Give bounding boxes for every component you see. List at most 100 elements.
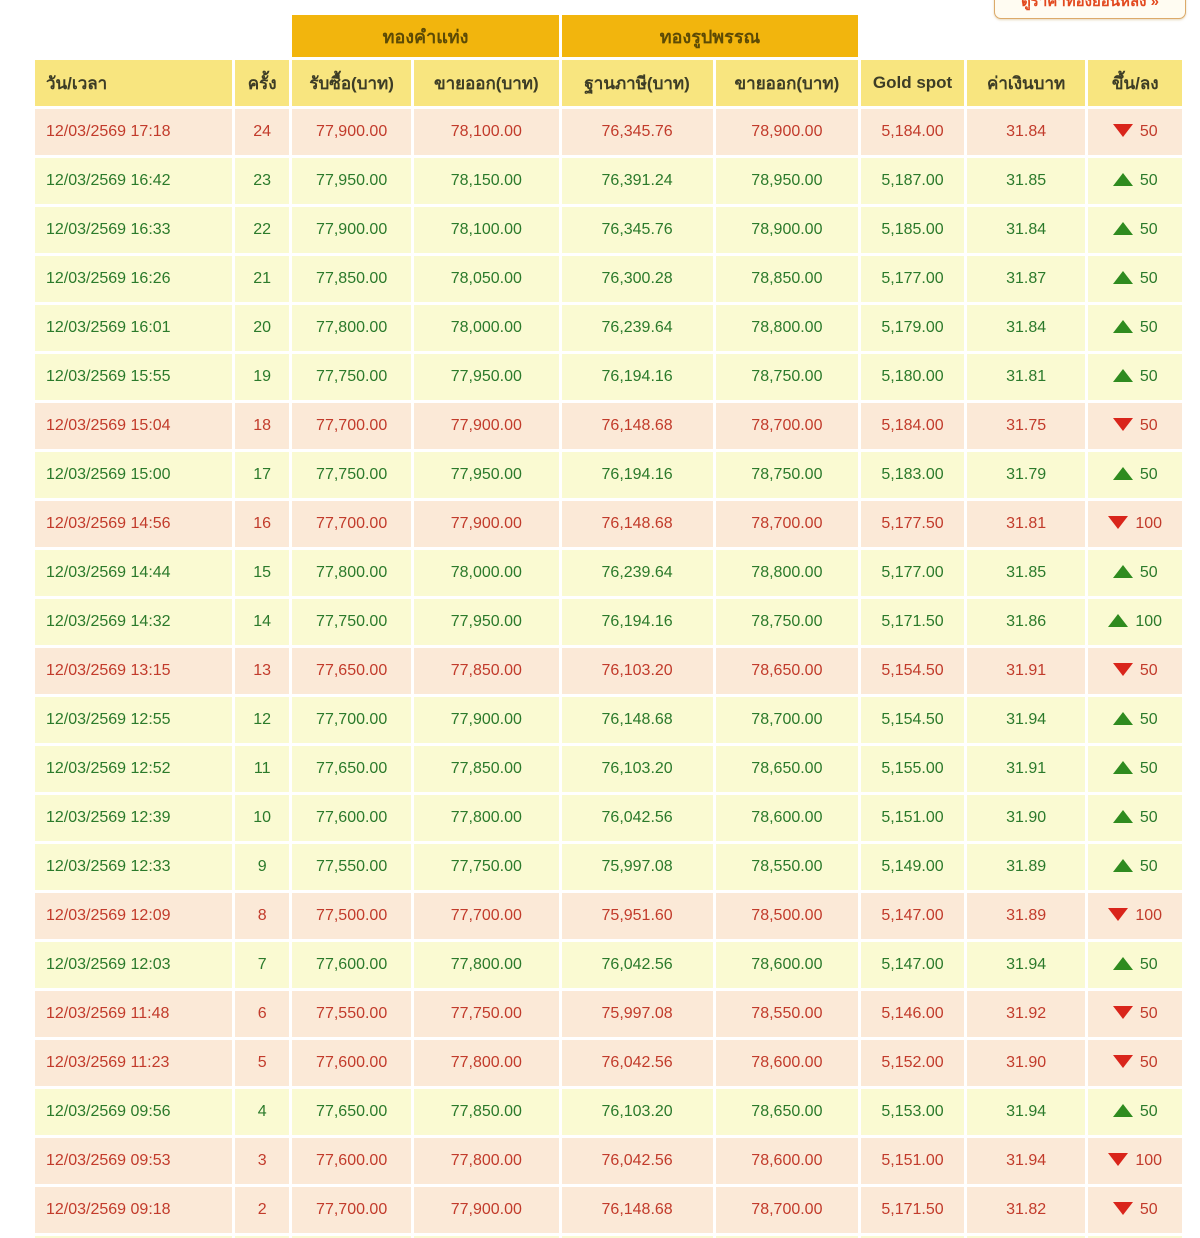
cell-round: 2 xyxy=(235,1187,290,1233)
cell-bar-buy: 77,700.00 xyxy=(292,403,411,449)
table-header: ทองคำแท่ง ทองรูปพรรณ วัน/เวลา ครั้ง รับซ… xyxy=(35,15,1182,106)
cell-gold-spot: 5,187.00 xyxy=(861,158,964,204)
up-arrow-icon xyxy=(1112,957,1133,971)
cell-orn-tax-base: 76,194.16 xyxy=(561,354,713,400)
cell-bar-sell: 77,850.00 xyxy=(413,1089,559,1135)
table-row: 12/03/2569 13:15 13 77,650.00 77,850.00 … xyxy=(35,648,1182,694)
down-arrow-icon xyxy=(1112,1202,1133,1216)
cell-datetime: 12/03/2569 15:55 xyxy=(35,354,233,400)
cell-datetime: 12/03/2569 15:00 xyxy=(35,452,233,498)
table-row: 12/03/2569 14:32 14 77,750.00 77,950.00 … xyxy=(35,599,1182,645)
gold-price-history-button[interactable]: ดูราคาทองย้อนหลัง » xyxy=(994,0,1186,19)
cell-datetime: 12/03/2569 11:48 xyxy=(35,991,233,1037)
cell-change: 50 xyxy=(1088,991,1182,1037)
cell-bar-sell: 77,900.00 xyxy=(413,1187,559,1233)
cell-bar-sell: 77,950.00 xyxy=(413,354,559,400)
group-header-spacer-left xyxy=(35,15,289,57)
cell-orn-sell: 78,600.00 xyxy=(715,942,859,988)
cell-bar-buy: 77,700.00 xyxy=(292,697,411,743)
cell-gold-spot: 5,179.00 xyxy=(861,305,964,351)
change-value: 50 xyxy=(1139,1102,1158,1120)
change-value: 100 xyxy=(1135,1151,1163,1169)
up-arrow-icon xyxy=(1112,1104,1133,1118)
cell-bar-sell: 78,150.00 xyxy=(413,158,559,204)
cell-bar-buy: 77,650.00 xyxy=(292,648,411,694)
cell-gold-spot: 5,152.00 xyxy=(861,1040,964,1086)
cell-datetime: 12/03/2569 17:18 xyxy=(35,109,233,155)
cell-orn-sell: 78,800.00 xyxy=(715,550,859,596)
cell-orn-sell: 78,700.00 xyxy=(715,1187,859,1233)
cell-baht-rate: 31.92 xyxy=(966,991,1086,1037)
cell-bar-sell: 78,000.00 xyxy=(413,305,559,351)
cell-bar-buy: 77,500.00 xyxy=(292,893,411,939)
cell-orn-sell: 78,750.00 xyxy=(715,354,859,400)
cell-orn-tax-base: 76,042.56 xyxy=(561,795,713,841)
cell-orn-tax-base: 76,239.64 xyxy=(561,550,713,596)
cell-gold-spot: 5,177.00 xyxy=(861,256,964,302)
cell-datetime: 12/03/2569 11:23 xyxy=(35,1040,233,1086)
gold-price-table: ทองคำแท่ง ทองรูปพรรณ วัน/เวลา ครั้ง รับซ… xyxy=(32,12,1185,1238)
cell-datetime: 12/03/2569 14:44 xyxy=(35,550,233,596)
cell-round: 20 xyxy=(235,305,290,351)
cell-orn-sell: 78,750.00 xyxy=(715,599,859,645)
cell-bar-sell: 77,750.00 xyxy=(413,991,559,1037)
cell-round: 24 xyxy=(235,109,290,155)
cell-round: 5 xyxy=(235,1040,290,1086)
cell-datetime: 12/03/2569 15:04 xyxy=(35,403,233,449)
cell-orn-tax-base: 76,042.56 xyxy=(561,942,713,988)
cell-bar-buy: 77,600.00 xyxy=(292,795,411,841)
table-row: 12/03/2569 15:55 19 77,750.00 77,950.00 … xyxy=(35,354,1182,400)
change-value: 100 xyxy=(1135,612,1163,630)
table-row: 12/03/2569 16:01 20 77,800.00 78,000.00 … xyxy=(35,305,1182,351)
change-value: 50 xyxy=(1139,367,1158,385)
group-header-gold-ornament: ทองรูปพรรณ xyxy=(561,15,859,57)
change-value: 50 xyxy=(1139,955,1158,973)
cell-round: 15 xyxy=(235,550,290,596)
cell-bar-sell: 77,800.00 xyxy=(413,942,559,988)
cell-bar-sell: 77,850.00 xyxy=(413,648,559,694)
up-arrow-icon xyxy=(1112,712,1133,726)
cell-datetime: 12/03/2569 12:52 xyxy=(35,746,233,792)
cell-gold-spot: 5,147.00 xyxy=(861,893,964,939)
cell-change: 50 xyxy=(1088,648,1182,694)
cell-round: 17 xyxy=(235,452,290,498)
group-header-spacer-right xyxy=(861,15,1182,57)
cell-gold-spot: 5,151.00 xyxy=(861,1138,964,1184)
down-arrow-icon xyxy=(1108,908,1129,922)
cell-datetime: 12/03/2569 12:55 xyxy=(35,697,233,743)
cell-baht-rate: 31.89 xyxy=(966,893,1086,939)
cell-orn-sell: 78,600.00 xyxy=(715,1040,859,1086)
table-row: 12/03/2569 14:56 16 77,700.00 77,900.00 … xyxy=(35,501,1182,547)
cell-baht-rate: 31.84 xyxy=(966,207,1086,253)
change-value: 50 xyxy=(1139,563,1158,581)
column-header-baht-rate: ค่าเงินบาท xyxy=(966,60,1086,106)
cell-bar-sell: 78,100.00 xyxy=(413,109,559,155)
cell-orn-tax-base: 76,103.20 xyxy=(561,648,713,694)
cell-round: 13 xyxy=(235,648,290,694)
cell-gold-spot: 5,174.00 xyxy=(861,1236,964,1238)
up-arrow-icon xyxy=(1112,320,1133,334)
cell-orn-sell: 78,550.00 xyxy=(715,991,859,1037)
cell-datetime: 12/03/2569 16:26 xyxy=(35,256,233,302)
cell-bar-sell: 77,750.00 xyxy=(413,844,559,890)
down-arrow-icon xyxy=(1108,516,1129,530)
column-header-orn-sell: ขายออก(บาท) xyxy=(715,60,859,106)
cell-baht-rate: 31.94 xyxy=(966,942,1086,988)
cell-orn-sell: 78,750.00 xyxy=(715,452,859,498)
cell-bar-buy: 77,750.00 xyxy=(292,599,411,645)
cell-orn-sell: 78,650.00 xyxy=(715,1089,859,1135)
table-row: 12/03/2569 15:04 18 77,700.00 77,900.00 … xyxy=(35,403,1182,449)
up-arrow-icon xyxy=(1112,222,1133,236)
cell-orn-sell: 78,650.00 xyxy=(715,648,859,694)
cell-orn-tax-base: 76,103.20 xyxy=(561,746,713,792)
down-arrow-icon xyxy=(1112,663,1133,677)
change-value: 50 xyxy=(1139,122,1158,140)
cell-round: 11 xyxy=(235,746,290,792)
cell-change: 100 xyxy=(1088,893,1182,939)
cell-bar-buy: 77,700.00 xyxy=(292,1187,411,1233)
cell-bar-buy: 77,700.00 xyxy=(292,501,411,547)
up-arrow-icon xyxy=(1112,467,1133,481)
cell-round: 1 xyxy=(235,1236,290,1238)
cell-baht-rate: 31.91 xyxy=(966,746,1086,792)
cell-round: 18 xyxy=(235,403,290,449)
